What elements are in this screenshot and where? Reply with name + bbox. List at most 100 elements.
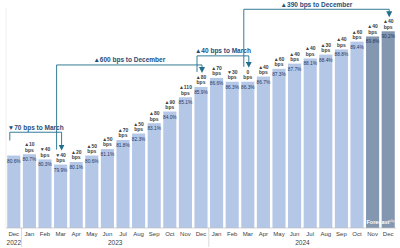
change-label: ▲80bps: [149, 110, 160, 121]
bar: [366, 36, 379, 228]
change-label: ▲10bps: [24, 141, 35, 152]
data-label: 82.3%: [132, 137, 146, 142]
data-label: 84.0%: [163, 115, 177, 120]
bracket: [244, 9, 389, 66]
bar: [257, 77, 270, 228]
x-tick-label: Nov: [367, 231, 378, 237]
y-axis-line: [6, 8, 7, 228]
data-label: 81.1%: [101, 152, 115, 157]
x-tick-label: May: [273, 231, 284, 237]
bar: [163, 112, 176, 228]
data-label: 90.2%: [381, 34, 395, 39]
change-label: ▲50bps: [133, 121, 144, 132]
change-label: ▲40bps: [367, 23, 378, 34]
x-tick-label: Dec: [383, 231, 394, 237]
bar: [116, 140, 129, 228]
data-label: 89.8%: [366, 39, 380, 44]
bracket: [10, 132, 62, 147]
bar: [335, 49, 348, 228]
data-label: 86.3%: [225, 85, 239, 90]
change-label: ▲40bps: [305, 45, 316, 56]
change-label: ▼40bps: [55, 152, 66, 163]
bracket-label: ▼70 bps to March: [8, 124, 64, 132]
year-label: 2023: [108, 239, 123, 246]
x-tick-label: Dec: [8, 231, 19, 237]
year-label: 2024: [295, 239, 310, 246]
bar: [132, 134, 145, 228]
change-label: ▲50bps: [87, 143, 98, 154]
bar: [382, 31, 395, 228]
change-label: ▲40bps: [258, 64, 269, 75]
change-label: ▲70bps: [211, 65, 222, 76]
x-tick-label: Apr: [259, 231, 268, 237]
data-label: 79.9%: [54, 168, 68, 173]
x-tick-label: Jul: [119, 231, 127, 237]
change-label: ▲40bps: [336, 36, 347, 47]
change-label: ▲40bps: [289, 51, 300, 62]
bar: [272, 69, 285, 228]
bar: [54, 165, 67, 228]
x-tick-label: Jun: [290, 231, 300, 237]
change-label: ▲70bps: [118, 127, 129, 138]
year-label: 2022: [7, 239, 22, 246]
x-tick-label: May: [86, 231, 97, 237]
bracket-label: ▲40 bps to March: [195, 47, 251, 55]
data-label: 85.9%: [194, 90, 208, 95]
change-label: ▲60bps: [274, 56, 285, 67]
bar: [148, 123, 161, 228]
x-tick-label: Feb: [40, 231, 51, 237]
x-tick-label: Feb: [227, 231, 238, 237]
x-tick-label: Nov: [180, 231, 191, 237]
data-label: 87.7%: [288, 67, 302, 72]
data-label: 80.1%: [69, 165, 83, 170]
change-label: ▲30bps: [321, 42, 332, 53]
bar: [7, 156, 20, 228]
bars: [7, 31, 395, 228]
x-tick-label: Sep: [149, 231, 160, 237]
x-axis-line: [6, 228, 396, 229]
bar: [101, 149, 114, 228]
data-label: 80.7%: [23, 157, 37, 162]
x-tick-label: Sep: [336, 231, 347, 237]
bar: [288, 64, 301, 228]
bracket-label: ▲600 bps to December: [93, 56, 165, 64]
data-label: 88.4%: [319, 58, 333, 63]
x-tick-label: Oct: [352, 231, 362, 237]
x-tick-label: Mar: [243, 231, 253, 237]
data-label: 86.6%: [210, 81, 224, 86]
group-separator: [208, 228, 209, 247]
change-label: ▲60bps: [352, 29, 363, 40]
data-label: 85.1%: [179, 100, 193, 105]
data-label: 80.6%: [85, 159, 99, 164]
forecast-label: Forecast⁽¹⁾: [366, 219, 394, 225]
data-label: 88.1%: [303, 61, 317, 66]
change-label: ▼30bps: [227, 69, 238, 80]
x-tick-label: Jul: [306, 231, 314, 237]
bracket: [197, 56, 249, 72]
bar: [350, 42, 363, 228]
bar: [194, 87, 207, 228]
data-label: 86.3%: [241, 85, 255, 90]
chart: 80.6%80.7%▲10bps80.3%▼40bps79.9%▼40bps80…: [0, 0, 400, 248]
bar: [319, 55, 332, 228]
data-label: 83.1%: [147, 126, 161, 131]
bar: [23, 154, 36, 228]
data-label: 89.4%: [350, 45, 364, 50]
change-label: ▲80bps: [196, 74, 207, 85]
change-label: ▲20bps: [71, 149, 82, 160]
x-tick-label: Aug: [133, 231, 144, 237]
data-label: 88.8%: [335, 52, 349, 57]
change-label: ▲110bps: [179, 84, 192, 95]
data-label: 80.6%: [7, 159, 21, 164]
bracket: [57, 65, 202, 150]
x-tick-label: Jan: [25, 231, 35, 237]
x-tick-label: Jun: [103, 231, 113, 237]
change-label: ▲50bps: [102, 136, 113, 147]
x-tick-label: Mar: [55, 231, 65, 237]
data-label: 81.8%: [116, 143, 130, 148]
bar: [70, 162, 83, 228]
bar: [85, 156, 98, 228]
x-tick-label: Oct: [165, 231, 175, 237]
change-label: ▲90bps: [165, 99, 176, 110]
bar: [241, 82, 254, 228]
